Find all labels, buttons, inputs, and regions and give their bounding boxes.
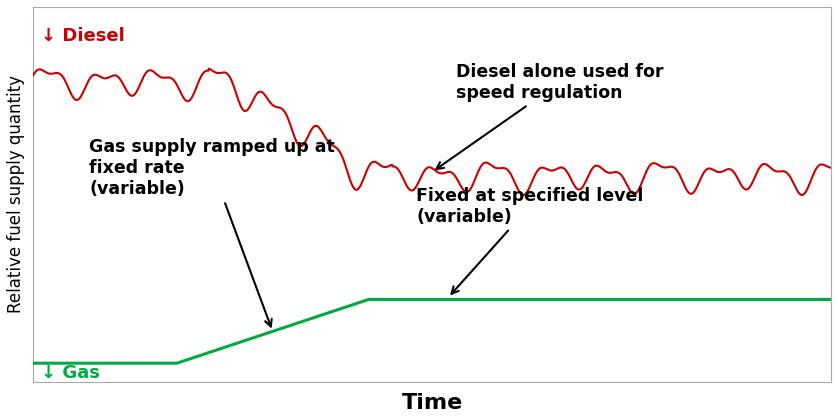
Text: ↓ Diesel: ↓ Diesel: [41, 27, 125, 45]
Text: Diesel alone used for
speed regulation: Diesel alone used for speed regulation: [437, 63, 664, 169]
Text: Gas supply ramped up at
fixed rate
(variable): Gas supply ramped up at fixed rate (vari…: [89, 138, 335, 326]
Y-axis label: Relative fuel supply quantity: Relative fuel supply quantity: [7, 76, 25, 313]
X-axis label: Time: Time: [401, 393, 463, 413]
Text: ↓ Gas: ↓ Gas: [41, 364, 100, 382]
Text: Fixed at specified level
(variable): Fixed at specified level (variable): [416, 187, 644, 294]
